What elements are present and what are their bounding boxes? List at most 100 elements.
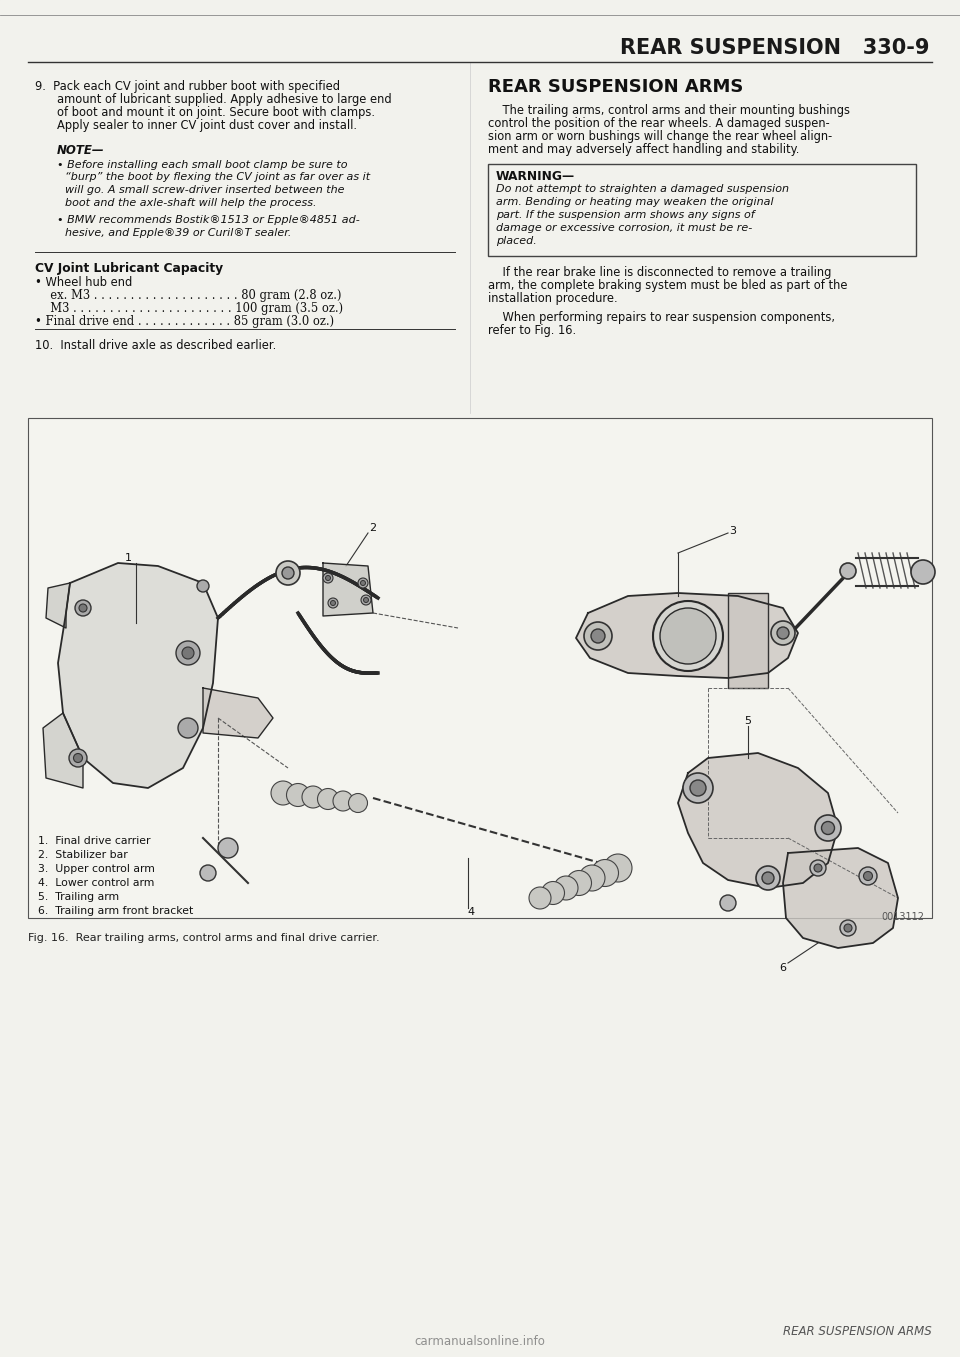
Circle shape xyxy=(197,579,209,592)
Text: The trailing arms, control arms and their mounting bushings: The trailing arms, control arms and thei… xyxy=(488,104,850,117)
Circle shape xyxy=(318,788,339,810)
Circle shape xyxy=(814,864,822,873)
Polygon shape xyxy=(203,688,273,738)
Circle shape xyxy=(840,563,856,579)
Circle shape xyxy=(79,604,87,612)
Circle shape xyxy=(330,601,335,605)
Circle shape xyxy=(358,578,368,588)
Circle shape xyxy=(844,924,852,932)
Circle shape xyxy=(182,647,194,660)
Text: hesive, and Epple®39 or Curil®T sealer.: hesive, and Epple®39 or Curil®T sealer. xyxy=(65,228,292,237)
Text: sion arm or worn bushings will change the rear wheel align-: sion arm or worn bushings will change th… xyxy=(488,130,832,142)
Circle shape xyxy=(176,641,200,665)
Text: refer to Fig. 16.: refer to Fig. 16. xyxy=(488,324,576,337)
Circle shape xyxy=(762,873,774,883)
Circle shape xyxy=(529,887,551,909)
Text: 6.  Trailing arm front bracket: 6. Trailing arm front bracket xyxy=(38,906,193,916)
Circle shape xyxy=(660,608,716,664)
Circle shape xyxy=(69,749,87,767)
Text: 6: 6 xyxy=(780,963,786,973)
Circle shape xyxy=(178,718,198,738)
Text: When performing repairs to rear suspension components,: When performing repairs to rear suspensi… xyxy=(488,311,835,324)
Circle shape xyxy=(323,573,333,584)
Text: • Before installing each small boot clamp be sure to: • Before installing each small boot clam… xyxy=(57,160,348,170)
Circle shape xyxy=(584,622,612,650)
Text: arm. Bending or heating may weaken the original: arm. Bending or heating may weaken the o… xyxy=(496,197,774,208)
Bar xyxy=(28,418,932,917)
Circle shape xyxy=(653,601,723,670)
Circle shape xyxy=(271,782,295,805)
Text: placed.: placed. xyxy=(496,236,537,246)
Text: installation procedure.: installation procedure. xyxy=(488,292,617,305)
Text: REAR SUSPENSION ARMS: REAR SUSPENSION ARMS xyxy=(488,77,743,96)
Polygon shape xyxy=(678,753,838,887)
Text: REAR SUSPENSION   330-9: REAR SUSPENSION 330-9 xyxy=(620,38,930,58)
Polygon shape xyxy=(58,563,218,788)
Text: NOTE—: NOTE— xyxy=(57,144,105,157)
Circle shape xyxy=(683,773,713,803)
Polygon shape xyxy=(576,593,798,678)
Text: 4.  Lower control arm: 4. Lower control arm xyxy=(38,878,155,887)
Circle shape xyxy=(361,594,371,605)
Polygon shape xyxy=(783,848,898,949)
Text: CV Joint Lubricant Capacity: CV Joint Lubricant Capacity xyxy=(35,262,223,275)
Text: M3 . . . . . . . . . . . . . . . . . . . . . . 100 gram (3.5 oz.): M3 . . . . . . . . . . . . . . . . . . .… xyxy=(43,303,343,315)
Text: damage or excessive corrosion, it must be re-: damage or excessive corrosion, it must b… xyxy=(496,223,753,233)
Polygon shape xyxy=(43,712,83,788)
Circle shape xyxy=(333,791,353,811)
Circle shape xyxy=(756,866,780,890)
Text: ment and may adversely affect handling and stability.: ment and may adversely affect handling a… xyxy=(488,142,800,156)
Text: Do not attempt to straighten a damaged suspension: Do not attempt to straighten a damaged s… xyxy=(496,185,789,194)
Circle shape xyxy=(200,864,216,881)
Text: 3: 3 xyxy=(730,527,736,536)
Text: Apply sealer to inner CV joint dust cover and install.: Apply sealer to inner CV joint dust cove… xyxy=(57,119,357,132)
Circle shape xyxy=(810,860,826,877)
Circle shape xyxy=(579,864,605,892)
Circle shape xyxy=(566,870,591,896)
Circle shape xyxy=(302,786,324,807)
Text: WARNING—: WARNING— xyxy=(496,170,575,183)
Text: • Final drive end . . . . . . . . . . . . . 85 gram (3.0 oz.): • Final drive end . . . . . . . . . . . … xyxy=(35,315,334,328)
Text: • BMW recommends Bostik®1513 or Epple®4851 ad-: • BMW recommends Bostik®1513 or Epple®48… xyxy=(57,214,360,225)
Text: part. If the suspension arm shows any signs of: part. If the suspension arm shows any si… xyxy=(496,210,755,220)
Text: 4: 4 xyxy=(468,906,474,917)
Text: 0013112: 0013112 xyxy=(881,912,924,921)
Circle shape xyxy=(75,600,91,616)
Circle shape xyxy=(286,783,309,806)
Circle shape xyxy=(863,871,873,881)
Text: REAR SUSPENSION ARMS: REAR SUSPENSION ARMS xyxy=(783,1324,932,1338)
Circle shape xyxy=(591,630,605,643)
Text: carmanualsonline.info: carmanualsonline.info xyxy=(415,1335,545,1348)
Text: 1: 1 xyxy=(125,554,132,563)
Text: Fig. 16.  Rear trailing arms, control arms and final drive carrier.: Fig. 16. Rear trailing arms, control arm… xyxy=(28,934,379,943)
Text: boot and the axle-shaft will help the process.: boot and the axle-shaft will help the pr… xyxy=(65,198,317,208)
Text: amount of lubricant supplied. Apply adhesive to large end: amount of lubricant supplied. Apply adhe… xyxy=(57,94,392,106)
Circle shape xyxy=(720,896,736,911)
Circle shape xyxy=(218,839,238,858)
Text: 1.  Final drive carrier: 1. Final drive carrier xyxy=(38,836,151,845)
Circle shape xyxy=(604,854,632,882)
Polygon shape xyxy=(323,563,373,616)
Circle shape xyxy=(328,598,338,608)
Text: of boot and mount it on joint. Secure boot with clamps.: of boot and mount it on joint. Secure bo… xyxy=(57,106,375,119)
Circle shape xyxy=(364,597,369,603)
Circle shape xyxy=(822,821,834,835)
Text: 2.  Stabilizer bar: 2. Stabilizer bar xyxy=(38,849,128,860)
Text: 9.  Pack each CV joint and rubber boot with specified: 9. Pack each CV joint and rubber boot wi… xyxy=(35,80,340,94)
Circle shape xyxy=(840,920,856,936)
Circle shape xyxy=(771,622,795,645)
Polygon shape xyxy=(46,584,70,628)
Text: 5: 5 xyxy=(745,716,752,726)
Circle shape xyxy=(911,560,935,584)
Circle shape xyxy=(554,877,578,900)
Text: will go. A small screw-driver inserted between the: will go. A small screw-driver inserted b… xyxy=(65,185,345,195)
Circle shape xyxy=(859,867,877,885)
Circle shape xyxy=(815,816,841,841)
Circle shape xyxy=(361,581,366,585)
Text: ex. M3 . . . . . . . . . . . . . . . . . . . . 80 gram (2.8 oz.): ex. M3 . . . . . . . . . . . . . . . . .… xyxy=(43,289,342,303)
Text: 5.  Trailing arm: 5. Trailing arm xyxy=(38,892,119,902)
Text: If the rear brake line is disconnected to remove a trailing: If the rear brake line is disconnected t… xyxy=(488,266,831,280)
Circle shape xyxy=(325,575,330,581)
Circle shape xyxy=(541,882,564,905)
Text: arm, the complete braking system must be bled as part of the: arm, the complete braking system must be… xyxy=(488,280,848,292)
